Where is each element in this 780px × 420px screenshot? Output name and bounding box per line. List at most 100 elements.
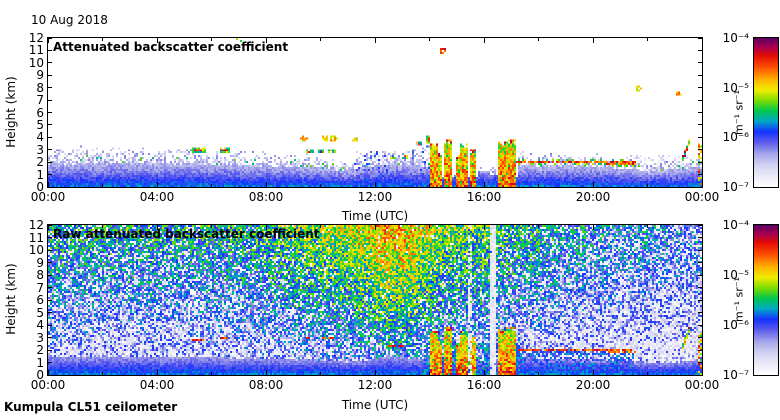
colorbar-tick-label: 10⁻⁵: [722, 268, 749, 282]
instrument-label: Kumpula CL51 ceilometer: [4, 400, 178, 414]
x-tick: [156, 370, 158, 375]
date-label: 10 Aug 2018: [31, 13, 108, 27]
panel2-xaxis-label: Time (UTC): [341, 398, 409, 412]
x-tick: [429, 38, 430, 41]
x-tick-label: 00:00: [684, 190, 720, 204]
x-tick-label: 12:00: [357, 190, 393, 204]
y-tick: [48, 174, 52, 176]
y-tick: [48, 161, 52, 163]
x-tick: [483, 370, 485, 375]
x-tick: [429, 225, 430, 228]
x-tick: [211, 225, 212, 228]
x-tick: [320, 184, 321, 187]
panel2-title: Raw attenuated backscatter coefficient: [53, 227, 320, 241]
y-tick-label: 11: [28, 43, 44, 58]
x-tick-label: 00:00: [30, 378, 66, 392]
y-tick-label: 6: [36, 293, 44, 307]
y-tick: [698, 124, 702, 126]
x-tick: [592, 182, 594, 187]
x-tick: [211, 372, 212, 375]
y-tick-label: 9: [36, 68, 44, 83]
x-tick-label: 00:00: [30, 190, 66, 204]
y-tick: [48, 49, 52, 51]
x-tick: [483, 225, 485, 230]
colorbar-tick-label: 10⁻⁵: [722, 80, 749, 95]
y-tick: [698, 186, 702, 188]
x-tick: [538, 184, 539, 187]
x-tick: [265, 38, 267, 43]
y-tick-label: 1: [36, 167, 44, 182]
x-tick: [538, 38, 539, 41]
y-tick-label: 2: [36, 343, 44, 357]
y-tick: [698, 312, 702, 313]
y-tick-label: 10: [28, 243, 44, 257]
y-tick-label: 5: [36, 117, 44, 132]
y-tick: [698, 287, 702, 288]
x-tick-label: 16:00: [466, 378, 502, 392]
y-tick-label: 8: [36, 80, 44, 95]
y-tick: [698, 174, 702, 176]
panel2-colorbar-gradient: [754, 225, 778, 375]
x-tick-label: 04:00: [139, 190, 175, 204]
y-tick: [698, 99, 702, 101]
y-tick: [48, 249, 52, 251]
x-tick: [483, 182, 485, 187]
y-tick: [698, 324, 702, 326]
y-tick: [48, 262, 52, 263]
x-tick: [211, 184, 212, 187]
x-tick: [47, 225, 49, 230]
x-tick: [102, 372, 103, 375]
y-tick: [48, 324, 52, 326]
x-tick: [102, 38, 103, 41]
x-tick-label: 16:00: [466, 190, 502, 204]
x-tick: [47, 182, 49, 187]
y-tick: [698, 262, 702, 263]
y-tick: [48, 287, 52, 288]
x-tick: [47, 370, 49, 375]
panel1-colorbar: [753, 37, 779, 188]
y-tick: [698, 37, 702, 39]
y-tick: [698, 337, 702, 338]
x-tick: [374, 370, 376, 375]
panel2-colorbar: [753, 224, 779, 376]
y-tick: [698, 249, 702, 251]
x-tick-label: 20:00: [575, 190, 611, 204]
x-tick: [538, 372, 539, 375]
x-tick: [701, 182, 703, 187]
colorbar-tick-label: 10⁻⁷: [722, 180, 749, 194]
raw-backscatter-panel: Raw attenuated backscatter coefficient: [47, 224, 703, 376]
y-tick: [48, 37, 52, 39]
x-tick: [47, 38, 49, 43]
x-tick: [701, 370, 703, 375]
x-tick: [265, 225, 267, 230]
y-tick: [698, 149, 702, 151]
y-tick: [698, 374, 702, 376]
panel1-colorbar-gradient: [754, 38, 778, 187]
y-tick: [698, 299, 702, 301]
y-tick: [48, 362, 52, 363]
y-tick: [48, 274, 52, 276]
y-tick: [698, 224, 702, 226]
y-tick-label: 0: [36, 180, 44, 194]
colorbar-tick-label: 10⁻⁴: [722, 218, 749, 232]
y-tick-label: 3: [36, 330, 44, 345]
y-tick: [698, 87, 702, 89]
y-tick: [48, 299, 52, 301]
y-tick: [698, 112, 702, 113]
attenuated-backscatter-panel: Attenuated backscatter coefficient: [47, 37, 703, 188]
y-tick: [48, 112, 52, 113]
y-tick: [48, 337, 52, 338]
y-tick: [698, 349, 702, 351]
y-tick-label: 2: [36, 155, 44, 170]
y-tick: [698, 362, 702, 363]
x-tick: [102, 225, 103, 228]
y-tick: [48, 74, 52, 76]
x-tick-label: 08:00: [248, 378, 284, 392]
x-tick: [374, 225, 376, 230]
y-tick: [48, 136, 52, 138]
y-tick: [48, 186, 52, 188]
y-tick: [48, 237, 52, 238]
x-tick: [156, 182, 158, 187]
x-tick: [701, 225, 703, 230]
x-tick-label: 20:00: [575, 378, 611, 392]
